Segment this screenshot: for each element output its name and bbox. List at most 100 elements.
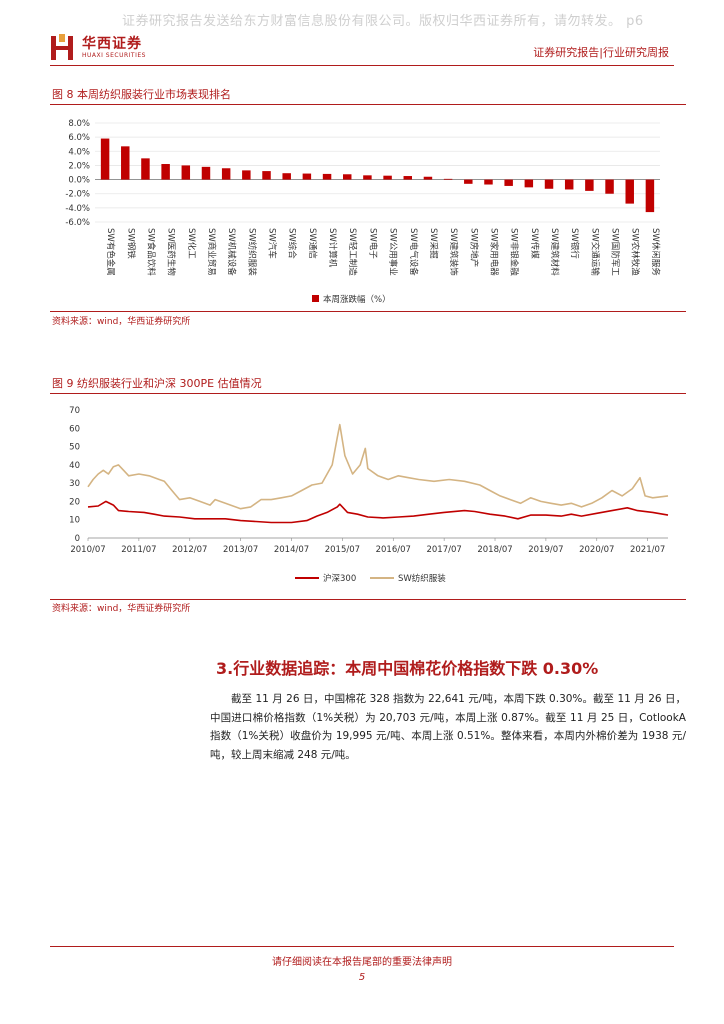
category-label: SW综合 <box>287 228 298 259</box>
category-label: SW银行 <box>569 228 580 259</box>
footer-notice: 请仔细阅读在本报告尾部的重要法律声明 <box>272 957 452 968</box>
bar <box>423 176 433 180</box>
bar <box>322 173 332 180</box>
legend-label: 本周涨跌幅（%） <box>323 294 391 305</box>
bar <box>262 171 271 180</box>
bar <box>484 179 493 185</box>
bar <box>464 179 473 184</box>
category-label: SW化工 <box>186 228 197 259</box>
bar <box>524 179 534 188</box>
category-label: SW农林牧渔 <box>630 228 641 276</box>
y-tick-label: -2.0% <box>65 190 90 200</box>
y-tick-label: 0.0% <box>68 176 90 186</box>
figure8-frame: 8.0% 6.0% 4.0% 2.0% 0.0% -2.0% -4.0% -6.0% SW有色金… <box>50 104 686 312</box>
category-label: SW休闲服务 <box>650 228 661 276</box>
bar <box>161 164 170 180</box>
category-label: SW商业贸易 <box>206 228 217 276</box>
bar <box>645 179 655 213</box>
category-label: SW国防军工 <box>610 228 621 276</box>
bar <box>201 166 211 180</box>
x-tick-label: 2020/07 <box>579 545 614 555</box>
y-tick-label: 60 <box>69 424 80 434</box>
category-label: SW计算机 <box>327 228 338 268</box>
x-tick-label: 2013/07 <box>223 545 258 555</box>
footer-divider <box>50 946 674 947</box>
y-tick-label: 8.0% <box>68 119 90 129</box>
bar <box>342 174 352 180</box>
company-logo: 华西证券 HUAXI SECURITIES <box>50 34 146 62</box>
category-label: SW建筑材料 <box>549 228 560 276</box>
y-tick-label: 50 <box>69 443 80 453</box>
bar <box>383 175 392 180</box>
figure9-source: 资料来源：wind，华西证券研究所 <box>52 604 191 614</box>
y-tick-label: -4.0% <box>65 204 90 214</box>
bar <box>302 173 312 180</box>
category-label: SW电气设备 <box>408 228 419 276</box>
x-tick-label: 2021/07 <box>630 545 665 555</box>
figure9-frame: 70 60 50 40 30 20 10 0 2010/07 2011/07 2012/07 2013… <box>50 393 686 600</box>
y-tick-label: 4.0% <box>68 147 90 157</box>
figure9-title: 图 9 纺织服装行业和沪深 300PE 估值情况 <box>52 377 262 390</box>
y-tick-label: -6.0% <box>65 218 90 228</box>
bar <box>181 165 191 180</box>
logo-en-text: HUAXI SECURITIES <box>82 52 146 59</box>
x-tick-label: 2016/07 <box>376 545 411 555</box>
y-tick-label: 30 <box>69 479 80 489</box>
bar <box>585 179 594 191</box>
category-label: SW有色金属 <box>105 228 116 276</box>
category-label: SW钢铁 <box>125 228 136 259</box>
bar <box>100 138 110 180</box>
watermark: 证券研究报告发送给东方财富信息股份有限公司。版权归华西证券所有，请勿转发。 p6 <box>122 14 644 29</box>
bar <box>564 179 574 190</box>
page-number: 5 <box>358 972 366 983</box>
y-tick-label: 6.0% <box>68 133 90 143</box>
category-label: SW建筑装饰 <box>448 228 459 276</box>
x-tick-label: 2017/07 <box>426 545 461 555</box>
bar <box>242 170 251 180</box>
legend-label: 沪深300 <box>323 573 356 584</box>
category-label: SW交通运输 <box>589 228 600 276</box>
bar <box>403 176 413 180</box>
y-tick-label: 10 <box>69 516 80 526</box>
x-tick-label: 2010/07 <box>70 545 105 555</box>
figure8-title: 图 8 本周纺织服装行业市场表现排名 <box>52 88 231 101</box>
category-label: SW通信 <box>307 228 318 259</box>
category-label: SW汽车 <box>267 228 278 259</box>
section-heading: 3.行业数据追踪：本周中国棉花价格指数下跌 0.30% <box>216 659 599 678</box>
x-tick-label: 2019/07 <box>528 545 563 555</box>
category-label: SW非银金融 <box>509 228 520 276</box>
x-tick-label: 2011/07 <box>121 545 156 555</box>
bar <box>504 179 513 186</box>
header-divider <box>50 65 674 66</box>
bar <box>544 179 554 189</box>
x-tick-label: 2018/07 <box>477 545 512 555</box>
category-label: SW医药生物 <box>166 228 177 276</box>
category-label: SW房地产 <box>468 228 479 267</box>
bar <box>121 146 130 180</box>
category-label: SW电子 <box>367 228 378 259</box>
huaxi-logo-icon <box>50 34 74 62</box>
category-label: SW家用电器 <box>488 228 499 276</box>
bar-chart: 8.0% 6.0% 4.0% 2.0% 0.0% -2.0% -4.0% -6.0% SW有色金… <box>65 119 661 305</box>
bar <box>363 175 372 180</box>
bar <box>625 179 634 204</box>
series-line <box>87 423 669 510</box>
body-paragraph: 截至 11 月 26 日，中国棉花 328 指数为 22,641 元/吨，本周下… <box>210 693 686 761</box>
category-label: SW传媒 <box>529 228 540 259</box>
figure8-source: 资料来源：wind，华西证券研究所 <box>52 317 191 327</box>
category-label: SW食品饮料 <box>145 228 156 276</box>
x-tick-label: 2014/07 <box>274 545 309 555</box>
bar <box>221 168 231 180</box>
report-type: 证券研究报告|行业研究周报 <box>533 46 669 59</box>
y-tick-label: 40 <box>69 461 80 471</box>
category-label: SW采掘 <box>428 228 439 259</box>
y-tick-label: 0 <box>75 534 80 544</box>
category-label: SW纺织服装 <box>246 228 257 276</box>
bar <box>141 158 150 180</box>
category-label: SW机械设备 <box>226 228 237 276</box>
x-tick-label: 2015/07 <box>325 545 360 555</box>
logo-cn-text: 华西证券 <box>82 36 142 52</box>
bar <box>282 173 291 180</box>
bar <box>443 178 453 180</box>
